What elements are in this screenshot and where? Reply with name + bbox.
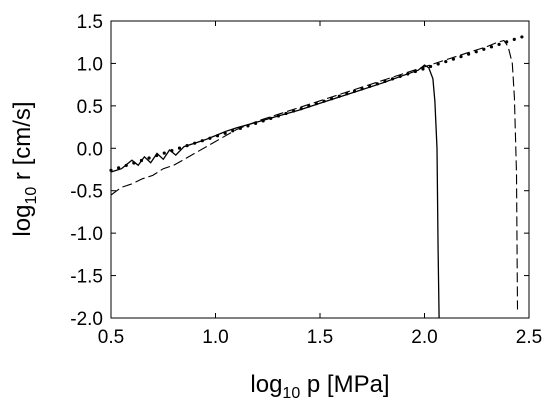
y-tick-label: -2.0: [70, 309, 103, 330]
y-tick-label: 0.5: [77, 97, 103, 118]
y-tick-label: 0.0: [77, 139, 103, 160]
series-line-dotted: [109, 33, 531, 172]
x-tick-labels: 0.5 1.0 1.5 2.0 2.5: [98, 327, 542, 348]
series-line-solid: [110, 64, 440, 319]
x-tick-label: 1.5: [307, 327, 333, 348]
series-line-dashed: [110, 39, 519, 310]
y-tick-label: -1.0: [70, 224, 103, 245]
y-axis-label: log10 r [cm/s]: [9, 101, 40, 236]
plot-frame: [110, 20, 530, 319]
x-tick-label: 2.0: [411, 327, 437, 348]
x-tick-label: 1.0: [202, 327, 228, 348]
y-tick-label: -1.5: [70, 267, 103, 288]
x-tick-label: 2.5: [516, 327, 542, 348]
x-axis-label: log10 p [MPa]: [250, 371, 389, 402]
y-tick-labels: -2.0 -1.5 -1.0 -0.5 0.0 0.5 1.0 1.5: [70, 12, 103, 330]
y-tick-label: 1.5: [77, 12, 103, 33]
y-tick-label: 1.0: [77, 54, 103, 75]
series-group: [109, 33, 531, 319]
y-tick-label: -0.5: [70, 182, 103, 203]
x-tick-label: 0.5: [98, 327, 124, 348]
tick-marks: [110, 20, 530, 319]
